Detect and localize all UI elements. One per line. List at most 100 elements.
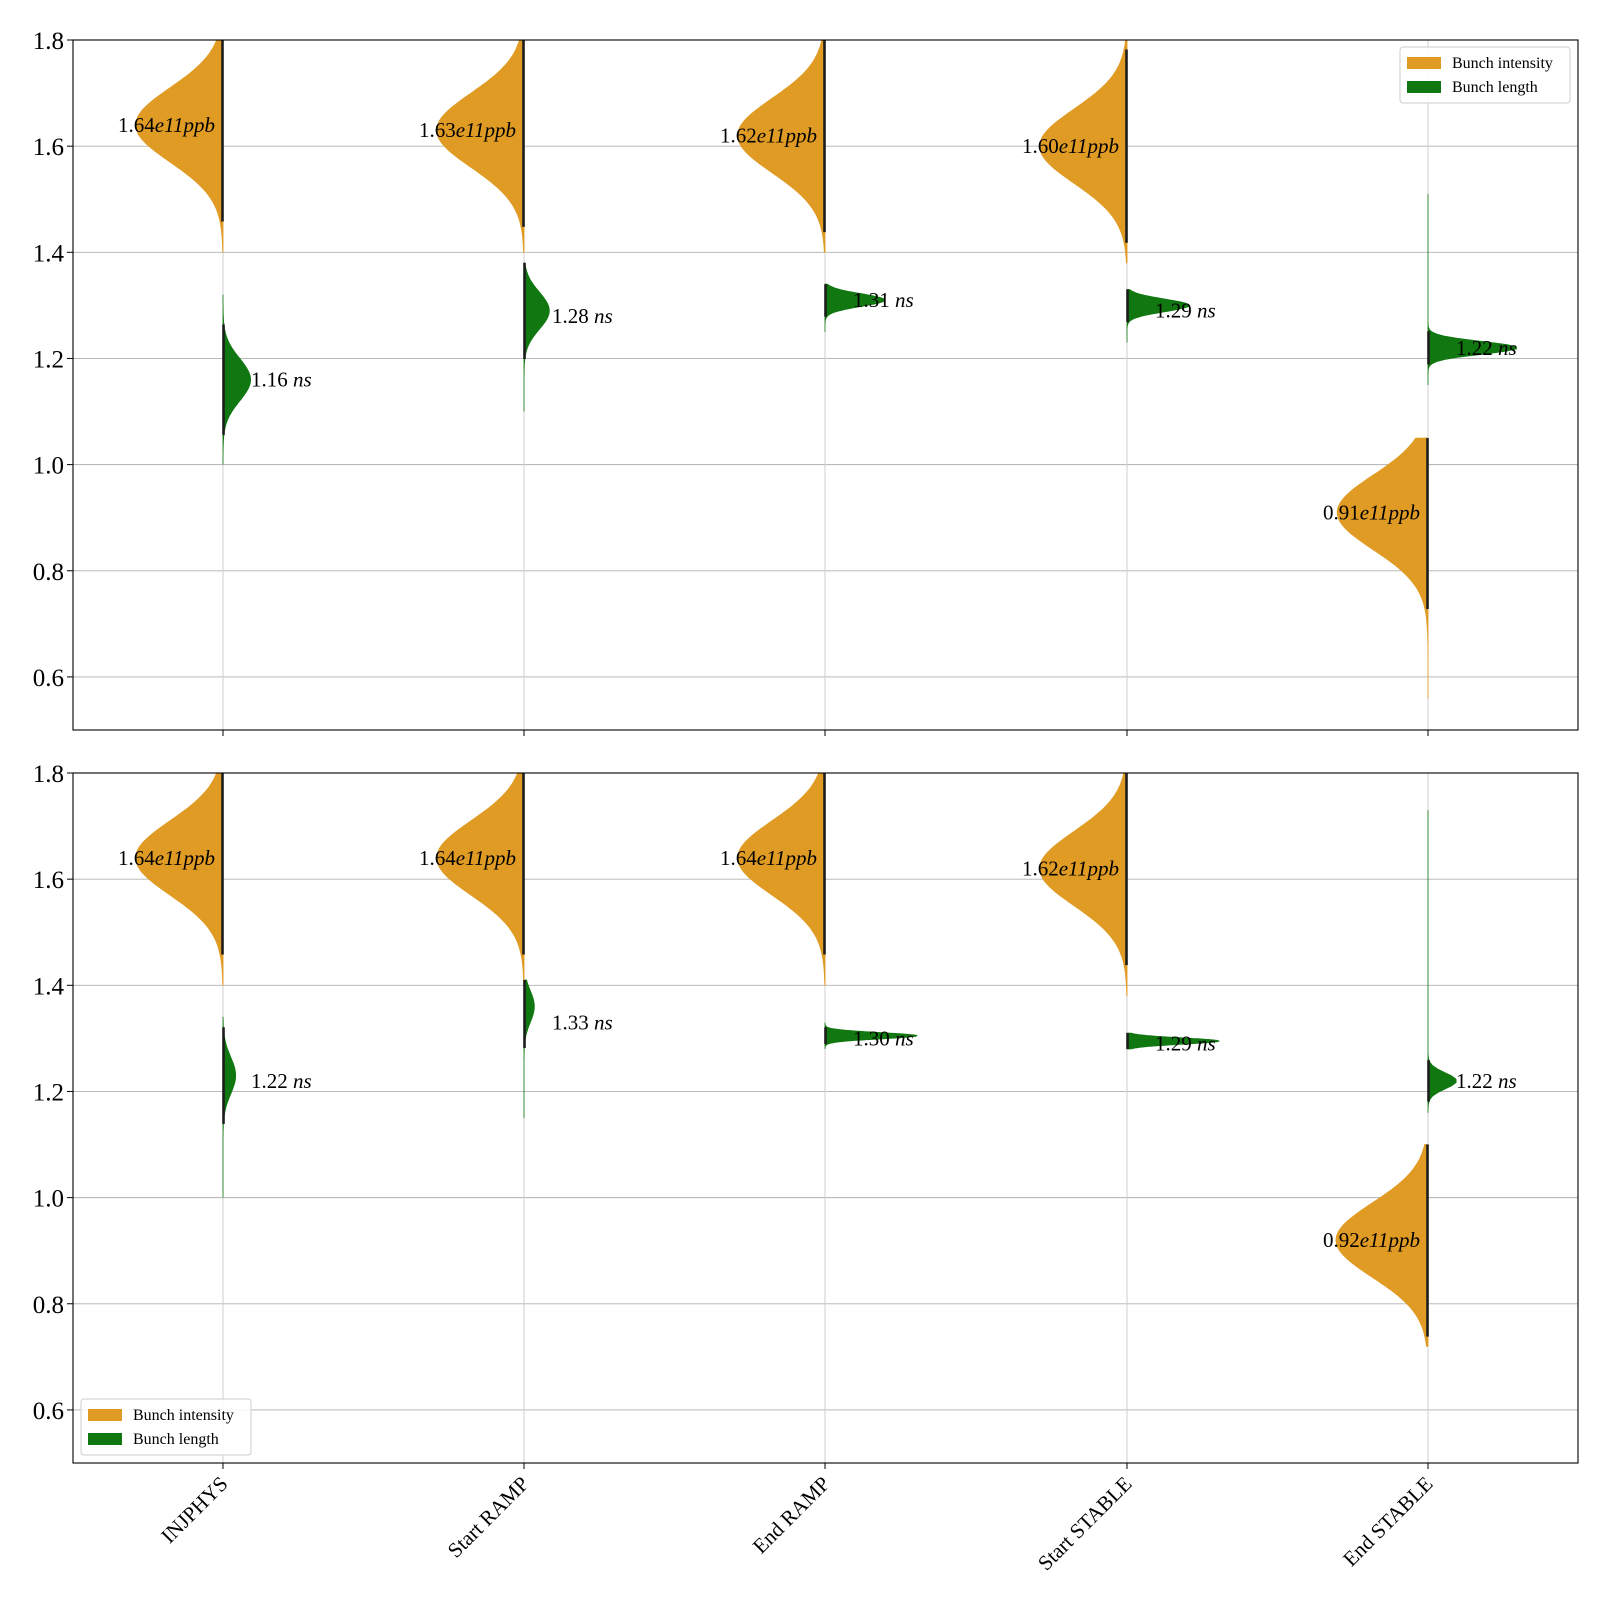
legend-box: [80, 1398, 252, 1456]
legend: Bunch intensity Bunch length: [1399, 46, 1571, 104]
y-tick-label: 0.6: [33, 665, 64, 692]
violin-length-2: [824, 1022, 918, 1049]
length-annotation: 1.30 ns: [853, 1026, 914, 1050]
axes-frame: [72, 772, 1579, 1464]
y-tick-label: 1.6: [33, 134, 64, 161]
y-tick-label: 1.4: [33, 973, 65, 1000]
violins: [135, 773, 1457, 1347]
length-annotation: 1.31 ns: [853, 288, 914, 312]
intensity-annotation: 1.62e11ppb: [1022, 857, 1119, 881]
annotation-unit: ns: [1498, 1069, 1517, 1093]
legend-box: [1399, 46, 1571, 104]
annotation-exponent: e11: [1360, 500, 1389, 524]
annotation-unit: ns: [293, 1069, 312, 1093]
intensity-annotation: 1.64e11ppb: [720, 846, 817, 870]
y-tick-label: 1.8: [33, 28, 64, 55]
annotation-value: 1.30: [853, 1026, 890, 1050]
legend-swatch: [88, 1409, 122, 1421]
annotation-value: 1.29: [1155, 1032, 1192, 1056]
y-tick-label: 1.4: [33, 240, 65, 267]
annotation-exponent: e11: [757, 124, 786, 148]
violin-intensity-0: [135, 40, 224, 253]
annotation-unit: ns: [1197, 299, 1216, 323]
annotation-exponent: e11: [155, 846, 184, 870]
annotation-exponent: e11: [1059, 134, 1088, 158]
annotation-exponent: e11: [155, 113, 184, 137]
annotation-unit: ppb: [1086, 134, 1120, 158]
annotation-unit: ns: [895, 1026, 914, 1050]
annotation-value: 1.62: [1022, 857, 1059, 881]
violin-intensity-4: [1336, 437, 1429, 699]
length-annotation: 1.22 ns: [1456, 1069, 1517, 1093]
length-annotation: 1.33 ns: [552, 1010, 613, 1034]
violin-length-4: [1427, 193, 1517, 385]
annotation-value: 0.91: [1323, 500, 1360, 524]
violin-length-0: [222, 1016, 236, 1198]
chart-panel-bottom: 0.60.81.01.21.41.61.81.64e11ppb 1.64e11pp…: [33, 761, 1579, 1576]
violin-intensity-1: [436, 40, 525, 253]
violin-length-1: [523, 262, 550, 412]
length-annotation: 1.29 ns: [1155, 1032, 1216, 1056]
violin-intensity-4: [1335, 1144, 1429, 1347]
legend-label: Bunch intensity: [133, 1407, 234, 1424]
violin-intensity-3: [1039, 773, 1128, 997]
legend-label: Bunch length: [133, 1431, 219, 1448]
annotation-unit: ppb: [1387, 1228, 1421, 1252]
annotation-value: 1.22: [1456, 1069, 1493, 1093]
annotation-unit: ns: [594, 304, 613, 328]
legend-swatch: [88, 1433, 122, 1445]
annotation-unit: ppb: [784, 846, 818, 870]
chart-panel-top: 0.60.81.01.21.41.61.81.64e11ppb 1.63e11pp…: [33, 28, 1579, 736]
violin-length-0: [222, 294, 252, 465]
annotation-value: 1.28: [552, 304, 589, 328]
annotation-value: 1.62: [720, 124, 757, 148]
intensity-annotation: 0.91e11ppb: [1323, 500, 1420, 524]
annotation-unit: ppb: [1086, 857, 1120, 881]
annotation-unit: ppb: [182, 113, 216, 137]
length-annotation: 1.16 ns: [251, 368, 312, 392]
annotation-unit: ppb: [784, 124, 818, 148]
annotation-exponent: e11: [757, 846, 786, 870]
annotation-unit: ns: [1498, 336, 1517, 360]
length-annotation: 1.28 ns: [552, 304, 613, 328]
length-annotation: 1.22 ns: [1456, 336, 1517, 360]
category-label: Start STABLE: [1033, 1472, 1137, 1576]
annotation-unit: ns: [1197, 1032, 1216, 1056]
y-tick-label: 0.8: [33, 1292, 64, 1319]
annotation-value: 1.29: [1155, 299, 1192, 323]
violin-intensity-2: [737, 40, 826, 253]
annotation-value: 1.16: [251, 368, 288, 392]
annotation-value: 1.60: [1022, 134, 1059, 158]
annotation-unit: ns: [594, 1010, 613, 1034]
violin-intensity-1: [436, 773, 525, 986]
y-tick-label: 0.6: [33, 1398, 64, 1425]
legend-label: Bunch intensity: [1452, 55, 1553, 72]
y-tick-label: 1.0: [33, 1186, 64, 1213]
violin-length-3: [1126, 1032, 1220, 1050]
y-tick-label: 1.0: [33, 453, 64, 480]
y-tick-label: 1.8: [33, 761, 64, 788]
annotation-value: 1.22: [1456, 336, 1493, 360]
annotation-unit: ppb: [483, 846, 517, 870]
legend: Bunch intensity Bunch length: [80, 1398, 252, 1456]
annotation-unit: ppb: [182, 846, 216, 870]
annotation-value: 1.31: [853, 288, 890, 312]
y-tick-label: 0.8: [33, 559, 64, 586]
violins: [135, 40, 1517, 699]
annotation-value: 1.22: [251, 1069, 288, 1093]
annotation-unit: ppb: [483, 118, 517, 142]
category-label: End RAMP: [748, 1472, 835, 1559]
annotation-exponent: e11: [456, 118, 485, 142]
length-annotation: 1.22 ns: [251, 1069, 312, 1093]
legend-label: Bunch length: [1452, 79, 1538, 96]
axes-frame: [72, 39, 1579, 731]
intensity-annotation: 1.64e11ppb: [419, 846, 516, 870]
annotation-value: 1.64: [720, 846, 757, 870]
annotation-unit: ns: [895, 288, 914, 312]
intensity-annotation: 1.63e11ppb: [419, 118, 516, 142]
violin-length-4: [1427, 810, 1457, 1113]
intensity-annotation: 1.60e11ppb: [1022, 134, 1119, 158]
category-label: INJPHYS: [156, 1472, 232, 1548]
violin-intensity-2: [737, 773, 826, 986]
category-label: Start RAMP: [443, 1472, 534, 1563]
